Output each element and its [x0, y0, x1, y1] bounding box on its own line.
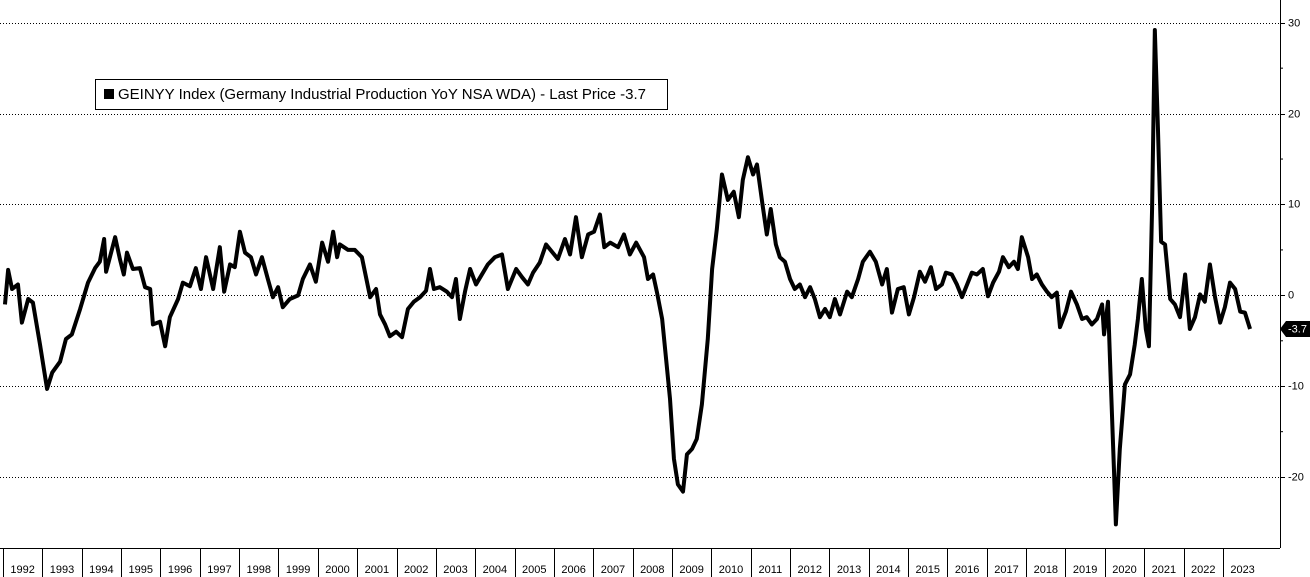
x-tick-label: 2002	[404, 564, 428, 576]
x-tick-label: 2006	[561, 564, 585, 576]
last-price-label: -3.7	[1288, 323, 1307, 335]
x-tick-label: 2016	[955, 564, 979, 576]
x-tick-label: 2008	[640, 564, 664, 576]
x-tick-label: 2000	[325, 564, 349, 576]
legend-swatch	[104, 89, 114, 99]
x-tick-label: 2004	[483, 564, 507, 576]
x-tick-label: 1995	[128, 564, 152, 576]
x-tick-label: 2007	[601, 564, 625, 576]
x-tick-label: 2020	[1112, 564, 1136, 576]
x-tick-label: 2003	[443, 564, 467, 576]
x-tick-label: 2021	[1152, 564, 1176, 576]
x-tick-label: 2015	[916, 564, 940, 576]
y-tick-label: 0	[1288, 289, 1294, 301]
x-tick-label: 1993	[50, 564, 74, 576]
x-tick-label: 2019	[1073, 564, 1097, 576]
x-tick-label: 1997	[207, 564, 231, 576]
x-tick-label: 2011	[759, 564, 783, 576]
x-tick-label: 2005	[522, 564, 546, 576]
x-tick-label: 2017	[994, 564, 1018, 576]
legend-label: GEINYY Index (Germany Industrial Product…	[118, 86, 646, 103]
y-tick-label: -20	[1288, 471, 1304, 483]
y-tick-label: 20	[1288, 108, 1300, 120]
x-tick-label: 2013	[837, 564, 861, 576]
legend-box	[95, 79, 668, 110]
y-tick-label: 10	[1288, 198, 1300, 210]
x-tick-label: 2012	[797, 564, 821, 576]
x-tick-label: 1999	[286, 564, 310, 576]
x-tick-label: 1994	[89, 564, 113, 576]
x-tick-label: 1992	[10, 564, 34, 576]
y-tick-label: -10	[1288, 380, 1304, 392]
series-line	[2, 27, 1252, 527]
y-tick-label: 30	[1288, 17, 1300, 29]
x-tick-label: 2018	[1034, 564, 1058, 576]
x-tick-label: 2014	[876, 564, 900, 576]
x-tick-label: 2023	[1230, 564, 1254, 576]
x-tick-label: 2009	[679, 564, 703, 576]
last-price-tag	[1280, 320, 1310, 337]
x-tick-label: 1996	[168, 564, 192, 576]
x-tick-label: 2010	[719, 564, 743, 576]
legend: GEINYY Index (Germany Industrial Product…	[95, 79, 668, 110]
x-tick-label: 1998	[247, 564, 271, 576]
x-tick-label: 2001	[365, 564, 389, 576]
x-tick-label: 2022	[1191, 564, 1215, 576]
